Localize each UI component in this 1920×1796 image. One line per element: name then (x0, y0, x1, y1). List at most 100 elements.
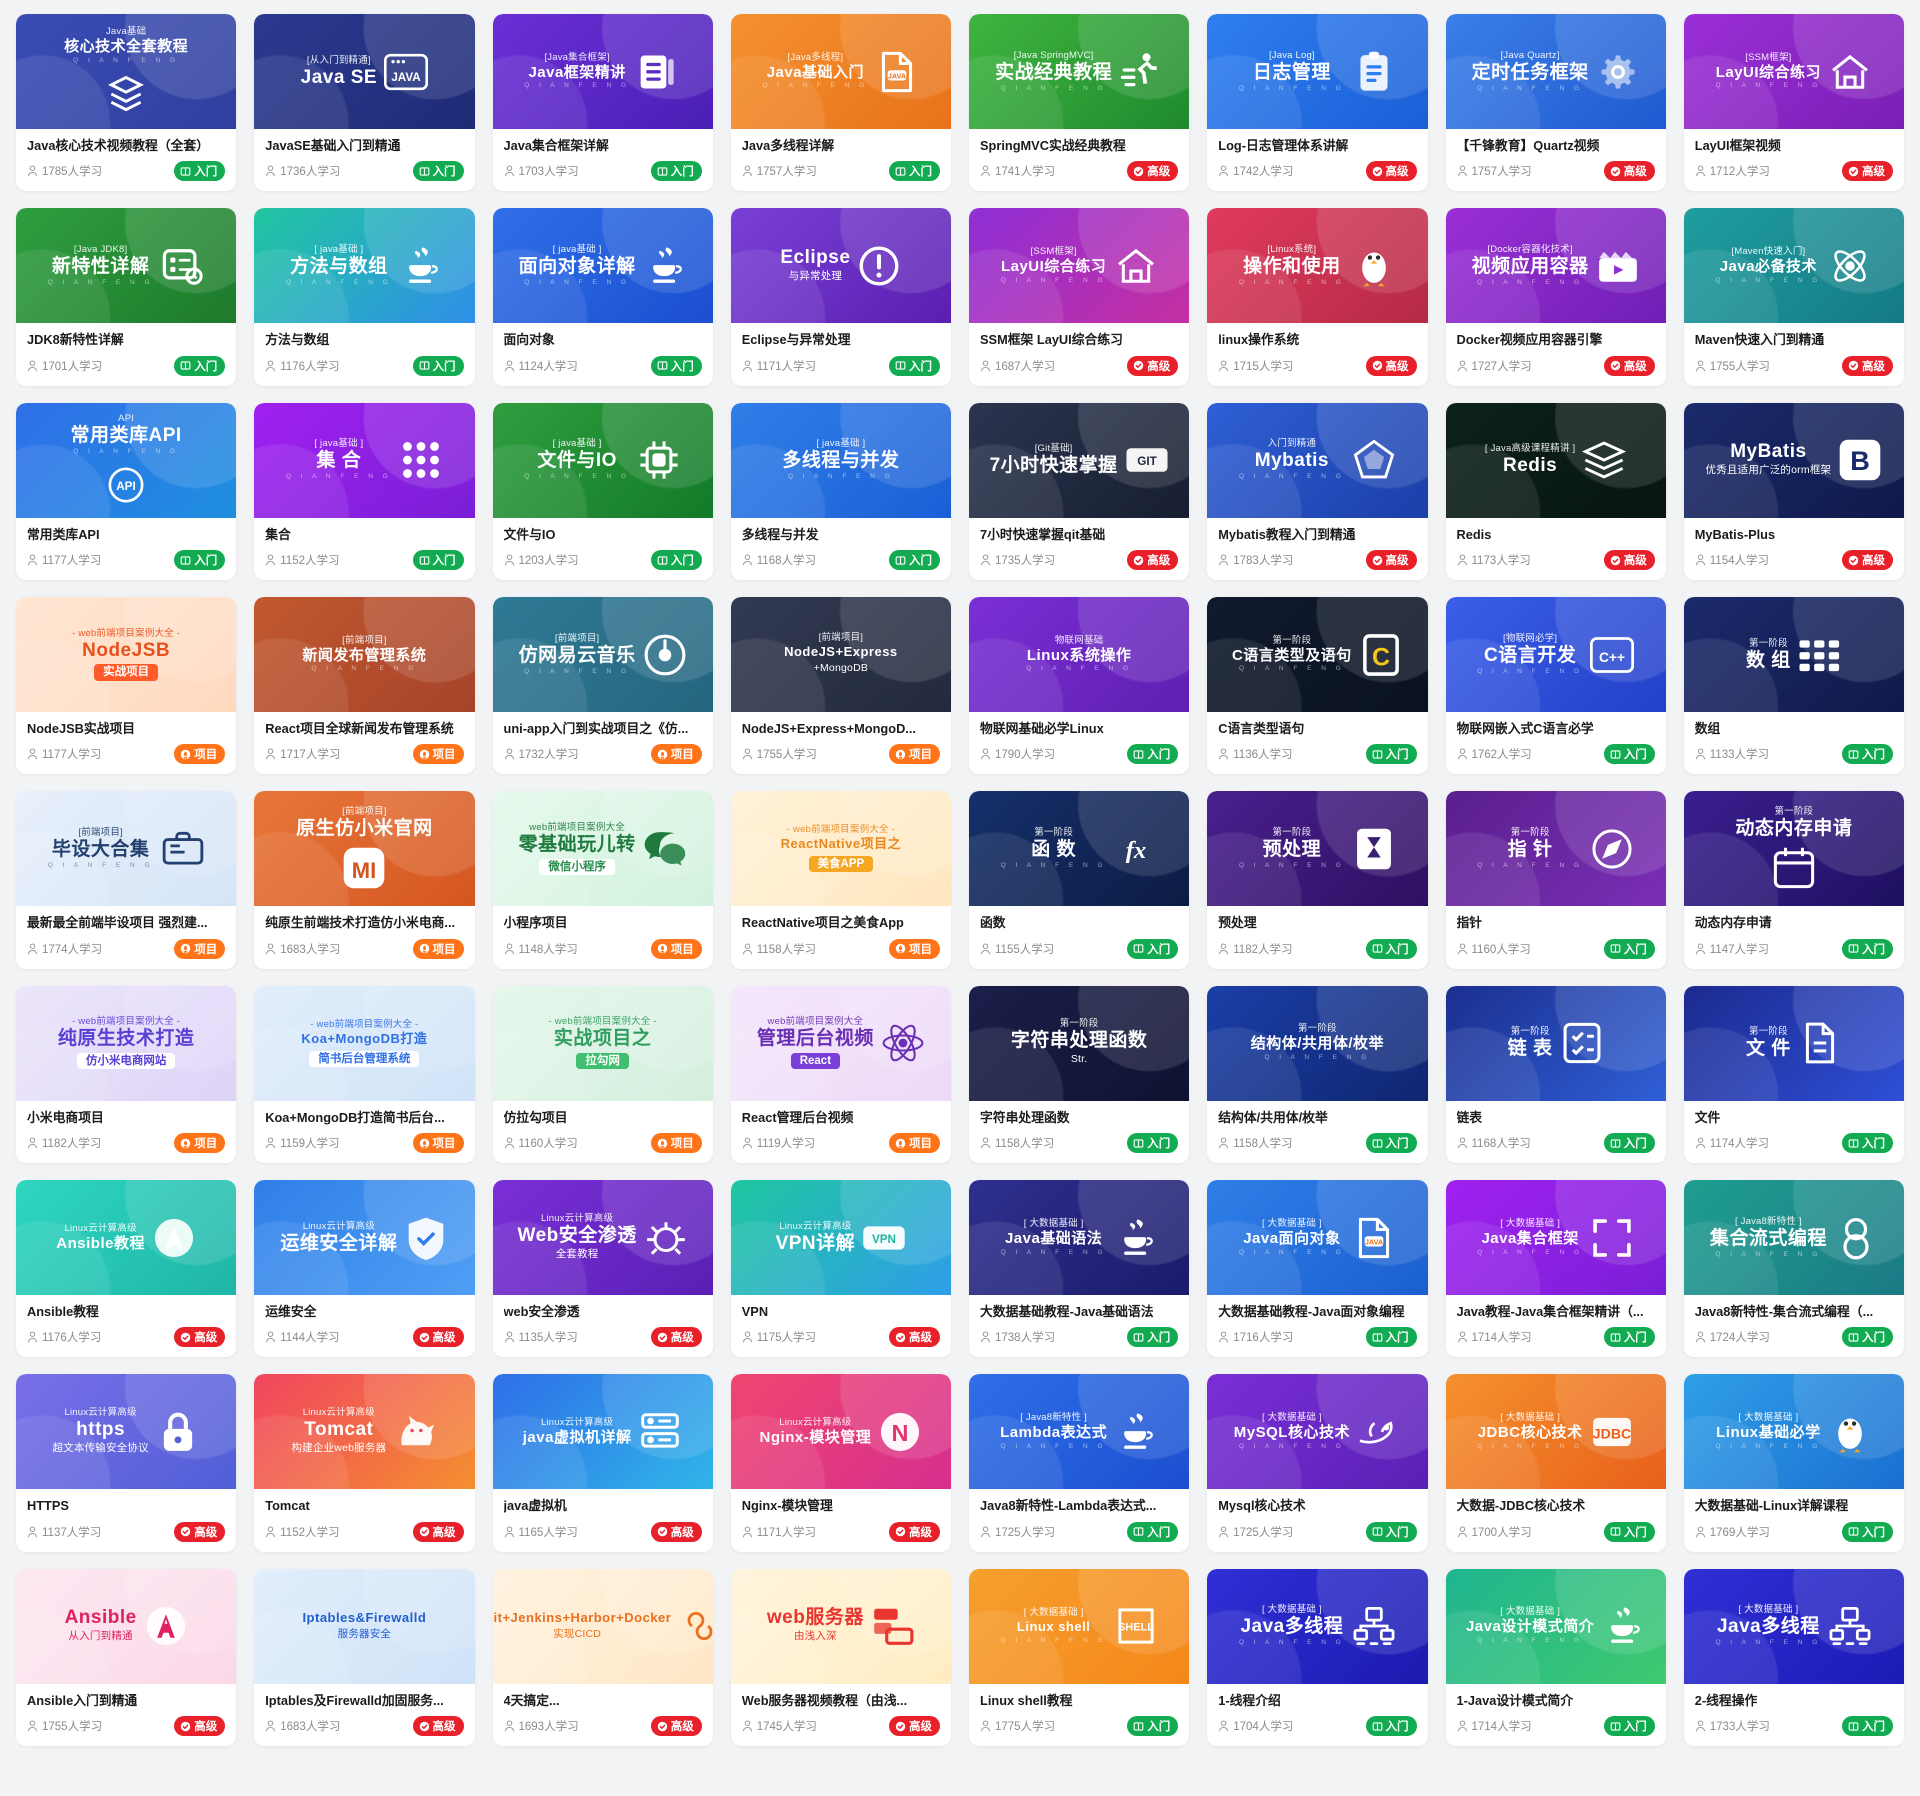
course-title[interactable]: Redis (1456, 526, 1492, 542)
course-cover[interactable]: Linux云计算高级 java虚拟机详解 (492, 1374, 713, 1490)
course-title[interactable]: 【千锋教育】Quartz视频 (1456, 138, 1600, 153)
course-cover[interactable]: Eclipse 与异常处理 (730, 208, 951, 324)
course-card[interactable]: 第一阶段 指 针 Q I A N F E N G 指针 1160人学习 入门 (1445, 791, 1666, 969)
course-cover[interactable]: Iptables&Firewalld 服务器安全 (254, 1568, 475, 1684)
course-title[interactable]: Koa+MongoDB打造简书后台... (265, 1109, 445, 1125)
course-card[interactable]: 物联网基础 Linux系统操作 Q I A N F E N G 物联网基础必学L… (969, 597, 1190, 775)
course-card[interactable]: [Linux系统] 操作和使用 Q I A N F E N G linux操作系… (1207, 208, 1428, 386)
course-title[interactable]: uni-app入门到实战项目之《仿... (503, 721, 689, 737)
course-title[interactable]: 集合 (265, 526, 291, 542)
course-card[interactable]: 入门到精通 Mybatis Q I A N F E N G Mybatis教程入… (1207, 402, 1428, 581)
course-card[interactable]: [前端项目] 新闻发布管理系统 Q I A N F E N G React项目全… (254, 597, 475, 775)
course-title[interactable]: 常用类库API (27, 526, 100, 542)
course-title[interactable]: 运维安全 (265, 1304, 317, 1320)
course-card[interactable]: [Java JDK8] 新特性详解 Q I A N F E N G JDK8新特… (16, 208, 237, 386)
course-card[interactable]: [ java基础 ] 集 合 Q I A N F E N G 集合 1152人学… (254, 402, 475, 581)
course-cover[interactable]: [前端项目] 仿网易云音乐 Q I A N F E N G (492, 597, 713, 713)
course-card[interactable]: Git+Jenkins+Harbor+Docker 实现CICD 4天搞定...… (492, 1568, 713, 1747)
course-title[interactable]: Mysql核心技术 (1218, 1498, 1306, 1514)
course-card[interactable]: [SSM框架] LayUI综合练习 Q I A N F E N G LayUI框… (1683, 14, 1904, 192)
course-title[interactable]: 多线程与并发 (741, 526, 819, 542)
course-cover[interactable]: 第一阶段 指 针 Q I A N F E N G (1445, 791, 1666, 907)
course-card[interactable]: - web前端项目案例大全 - Koa+MongoDB打造 简书后台管理系统 K… (254, 985, 475, 1164)
course-card[interactable]: [从入门到精通] Java SE JAVA JavaSE基础入门到精通 1736… (254, 14, 475, 192)
course-cover[interactable]: [ java基础 ] 集 合 Q I A N F E N G (254, 402, 475, 518)
course-card[interactable]: [Java Quartz] 定时任务框架 Q I A N F E N G 【千锋… (1445, 14, 1666, 192)
course-title[interactable]: Iptables及Firewalld加固服务... (265, 1692, 444, 1708)
course-title[interactable]: React项目全球新闻发布管理系统 (265, 721, 454, 737)
course-card[interactable]: [ 大数据基础 ] Java多线程 Q I A N F E N G 2-线程操作… (1683, 1568, 1904, 1747)
course-title[interactable]: NodeJS+Express+MongoD... (741, 721, 916, 737)
course-card[interactable]: Linux云计算高级 Nginx-模块管理 N Nginx-模块管理 1171人… (730, 1374, 951, 1552)
course-card[interactable]: [前端项目] 毕设大合集 Q I A N F E N G 最新最全前端毕设项目 … (16, 791, 237, 969)
course-title[interactable]: Maven快速入门到精通 (1694, 332, 1825, 348)
course-title[interactable]: Web服务器视频教程（由浅... (741, 1692, 908, 1708)
course-title[interactable]: SSM框架 LayUI综合练习 (980, 332, 1123, 348)
course-card[interactable]: [前端项目] 原生仿小米官网 MI 纯原生前端技术打造仿小米电商... 1683… (254, 791, 475, 969)
course-cover[interactable]: 第一阶段 动态内存申请 (1683, 791, 1904, 907)
course-title[interactable]: 面向对象 (503, 332, 555, 348)
course-title[interactable]: Java集合框架详解 (503, 138, 609, 153)
course-card[interactable]: [ java基础 ] 多线程与并发 Q I A N F E N G 多线程与并发… (730, 402, 951, 581)
course-title[interactable]: 1-Java设计模式简介 (1456, 1692, 1574, 1708)
course-card[interactable]: Linux云计算高级 运维安全详解 运维安全 1144人学习 高级 (254, 1180, 475, 1358)
course-card[interactable]: [ java基础 ] 文件与IO Q I A N F E N G 文件与IO 1… (492, 402, 713, 581)
course-card[interactable]: 第一阶段 预处理 Q I A N F E N G 预处理 1182人学习 入门 (1207, 791, 1428, 969)
course-cover[interactable]: - web前端项目案例大全 - Koa+MongoDB打造 简书后台管理系统 (254, 985, 475, 1101)
course-title[interactable]: Linux shell教程 (980, 1692, 1073, 1708)
course-title[interactable]: 方法与数组 (265, 332, 330, 348)
course-cover[interactable]: - web前端项目案例大全 - 实战项目之 拉勾网 (492, 985, 713, 1101)
course-cover[interactable]: Linux云计算高级 Ansible教程 (16, 1180, 237, 1296)
course-title[interactable]: MyBatis-Plus (1694, 526, 1776, 542)
course-cover[interactable]: Linux云计算高级 Nginx-模块管理 N (730, 1374, 951, 1490)
course-title[interactable]: linux操作系统 (1218, 332, 1300, 348)
course-cover[interactable]: Ansible 从入门到精通 (16, 1568, 237, 1684)
course-cover[interactable]: web前端项目案例大全 零基础玩儿转 微信小程序 (492, 791, 713, 907)
course-title[interactable]: Mybatis教程入门到精通 (1218, 526, 1356, 542)
course-card[interactable]: Iptables&Firewalld 服务器安全 Iptables及Firewa… (254, 1568, 475, 1747)
course-cover[interactable]: API 常用类库API Q I A N F E N G API (16, 402, 237, 518)
course-title[interactable]: Java8新特性-Lambda表达式... (980, 1498, 1157, 1514)
course-title[interactable]: 结构体/共用体/枚举 (1218, 1109, 1328, 1125)
course-title[interactable]: 仿拉勾项目 (503, 1109, 568, 1125)
course-title[interactable]: 7小时快速掌握qit基础 (980, 526, 1106, 542)
course-card[interactable]: Java基础 核心技术全套教程 Q I A N F E N G Java核心技术… (16, 14, 237, 192)
course-cover[interactable]: [SSM框架] LayUI综合练习 Q I A N F E N G (969, 208, 1190, 324)
course-cover[interactable]: 第一阶段 预处理 Q I A N F E N G (1207, 791, 1428, 907)
course-cover[interactable]: [Java Log] 日志管理 Q I A N F E N G (1207, 14, 1428, 129)
course-title[interactable]: 指针 (1456, 915, 1483, 931)
course-card[interactable]: [Java多线程] Java基础入门 Q I A N F E N G JAVA … (730, 14, 951, 192)
course-title[interactable]: NodeJSB实战项目 (27, 721, 136, 737)
course-card[interactable]: 第一阶段 文 件 文件 1174人学习 入门 (1683, 985, 1904, 1164)
course-cover[interactable]: [Java集合框架] Java框架精讲 Q I A N F E N G (492, 14, 713, 129)
course-card[interactable]: [ 大数据基础 ] Java基础语法 Q I A N F E N G 大数据基础… (969, 1180, 1190, 1358)
course-cover[interactable]: [ java基础 ] 文件与IO Q I A N F E N G (492, 402, 713, 518)
course-cover[interactable]: [从入门到精通] Java SE JAVA (254, 14, 475, 129)
course-title[interactable]: 2-线程操作 (1694, 1692, 1758, 1708)
course-card[interactable]: [ 大数据基础 ] Linux shell Q I A N F E N G SH… (969, 1568, 1190, 1747)
course-title[interactable]: 小米电商项目 (27, 1109, 104, 1125)
course-title[interactable]: 4天搞定... (503, 1692, 560, 1708)
course-title[interactable]: Nginx-模块管理 (741, 1498, 833, 1514)
course-title[interactable]: Ansible教程 (27, 1304, 99, 1320)
course-cover[interactable]: [ 大数据基础 ] Java多线程 Q I A N F E N G (1207, 1568, 1428, 1684)
course-cover[interactable]: [前端项目] 原生仿小米官网 MI (254, 791, 475, 907)
course-cover[interactable]: 第一阶段 结构体/共用体/枚举 Q I A N F E N G (1207, 985, 1428, 1101)
course-card[interactable]: Ansible 从入门到精通 Ansible入门到精通 1755人学习 高级 (16, 1568, 237, 1747)
course-card[interactable]: - web前端项目案例大全 - NodeJSB 实战项目 NodeJSB实战项目… (16, 597, 237, 775)
course-card[interactable]: [ java基础 ] 面向对象详解 Q I A N F E N G 面向对象 1… (492, 208, 713, 386)
course-cover[interactable]: web服务器 由浅入深 (730, 1568, 951, 1684)
course-card[interactable]: [Git基础] 7小时快速掌握 GIT 7小时快速掌握qit基础 1735人学习… (969, 402, 1190, 581)
course-cover[interactable]: [Java SpringMVC] 实战经典教程 Q I A N F E N G (969, 14, 1190, 129)
course-title[interactable]: Eclipse与异常处理 (741, 332, 851, 348)
course-card[interactable]: Eclipse 与异常处理 Eclipse与异常处理 1171人学习 入门 (730, 208, 951, 386)
course-card[interactable]: [ 大数据基础 ] MySQL核心技术 Q I A N F E N G Mysq… (1207, 1374, 1428, 1552)
course-title[interactable]: 物联网基础必学Linux (980, 721, 1104, 737)
course-cover[interactable]: [Git基础] 7小时快速掌握 GIT (969, 402, 1190, 518)
course-card[interactable]: [物联网必学] C语言开发 Q I A N F E N G C++ 物联网嵌入式… (1445, 597, 1666, 775)
course-card[interactable]: web前端项目案例大全 零基础玩儿转 微信小程序 小程序项目 1148人学习 项… (492, 791, 713, 969)
course-card[interactable]: 第一阶段 结构体/共用体/枚举 Q I A N F E N G 结构体/共用体/… (1207, 985, 1428, 1164)
course-cover[interactable]: [Maven快速入门] Java必备技术 Q I A N F E N G (1683, 208, 1904, 324)
course-title[interactable]: Tomcat (265, 1498, 310, 1514)
course-card[interactable]: 第一阶段 动态内存申请 动态内存申请 1147人学习 入门 (1683, 791, 1904, 969)
